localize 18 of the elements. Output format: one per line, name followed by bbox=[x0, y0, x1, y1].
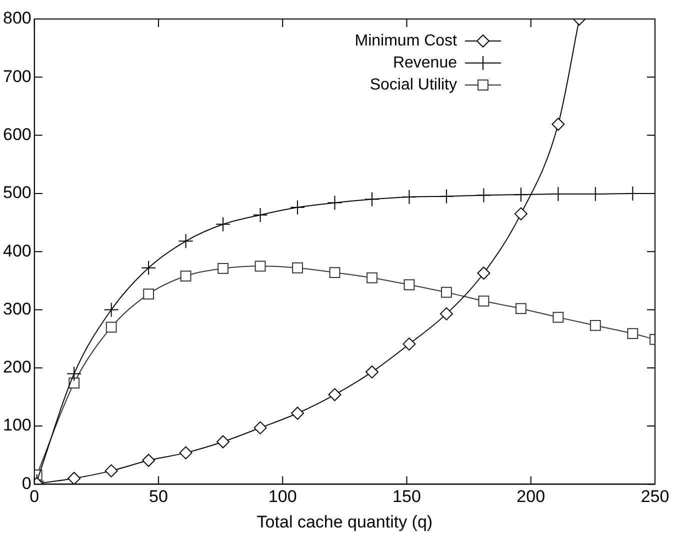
x-tick-label: 200 bbox=[516, 487, 546, 506]
y-tick-label: 500 bbox=[2, 183, 32, 202]
legend-label: Minimum Cost bbox=[354, 32, 458, 50]
legend-label: Social Utility bbox=[370, 76, 457, 94]
legend-label: Revenue bbox=[392, 54, 458, 72]
y-tick-label: 0 bbox=[22, 474, 32, 493]
y-tick-label: 100 bbox=[2, 416, 32, 435]
y-tick-label: 600 bbox=[2, 124, 32, 144]
x-tick-label: 50 bbox=[149, 487, 168, 506]
x-tick-label: 150 bbox=[392, 487, 421, 506]
y-tick-label: 300 bbox=[2, 299, 32, 318]
y-tick-label: 800 bbox=[2, 8, 32, 28]
x-tick-label: 100 bbox=[268, 487, 297, 506]
x-tick-label: 250 bbox=[640, 487, 670, 506]
x-axis-title: Total cache quantity (q) bbox=[256, 512, 433, 532]
y-tick-label: 700 bbox=[2, 66, 32, 86]
y-tick-label: 200 bbox=[2, 358, 32, 377]
y-tick-label: 400 bbox=[2, 241, 32, 260]
